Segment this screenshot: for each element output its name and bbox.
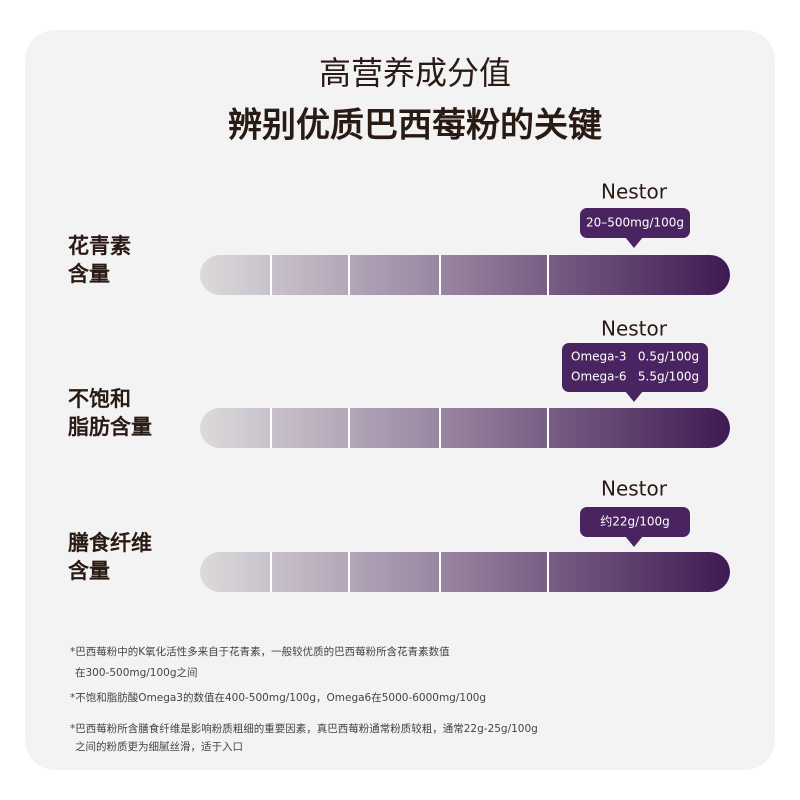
footnote: 之间的粉质更为细腻丝滑，适于入口	[75, 740, 243, 753]
title: 高营养成分值	[319, 54, 511, 92]
footnote: 在300-500mg/100g之间	[75, 666, 198, 679]
row-label: 含量	[68, 262, 110, 286]
row-label: 脂肪含量	[68, 415, 152, 439]
subtitle: 辨别优质巴西莓粉的关键	[228, 106, 602, 146]
bar	[200, 255, 730, 295]
badge	[562, 343, 708, 392]
row-label: 含量	[68, 559, 110, 583]
badge-pointer	[625, 237, 643, 248]
badge-pointer	[625, 536, 643, 547]
brand: Nestor	[601, 180, 668, 204]
badge-text: 20–500mg/100g	[586, 216, 684, 230]
brand: Nestor	[601, 317, 668, 341]
bar	[200, 552, 730, 592]
footnote: *巴西莓粉中的K氧化活性多来自于花青素，一般较优质的巴西莓粉所含花青素数值	[70, 645, 450, 658]
badge-pointer	[625, 391, 643, 402]
row-label: 膳食纤维	[68, 531, 152, 555]
badge	[580, 507, 690, 537]
badge	[580, 208, 690, 238]
badge-text: 约22g/100g	[600, 514, 669, 529]
badge-text: Omega-3 0.5g/100g	[571, 350, 699, 364]
brand: Nestor	[601, 477, 668, 501]
bar	[200, 408, 730, 448]
row-label: 不饱和	[68, 387, 131, 411]
footnote: *巴西莓粉所含膳食纤维是影响粉质粗细的重要因素，真巴西莓粉通常粉质较粗，通常22…	[70, 722, 538, 735]
footnote: *不饱和脂肪酸Omega3的数值在400-500mg/100g，Omega6在5…	[70, 691, 486, 704]
row-label: 花青素	[68, 234, 131, 258]
badge-text: Omega-6 5.5g/100g	[571, 370, 699, 384]
